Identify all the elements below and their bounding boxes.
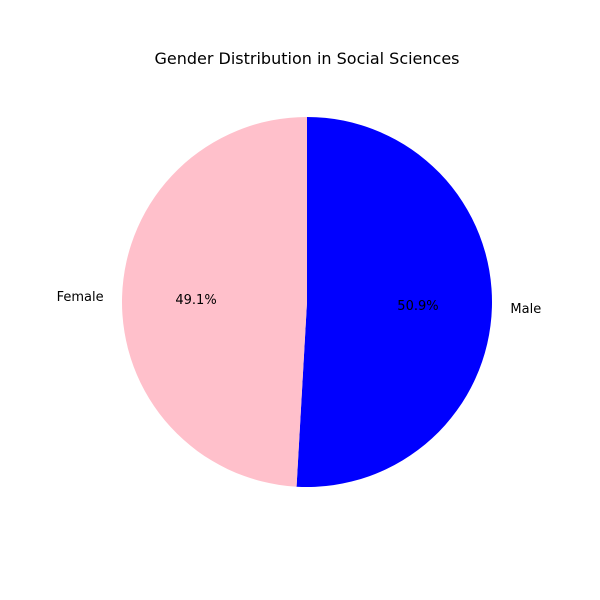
pie-labels: Male 50.9% Female 49.1% [57, 290, 542, 317]
pie-slices [121, 117, 492, 487]
pie-slice-male [296, 117, 492, 487]
slice-percent-male: 50.9% [397, 299, 438, 314]
slice-label-female: Female [57, 290, 104, 305]
slice-percent-female: 49.1% [175, 293, 216, 308]
chart-title: Gender Distribution in Social Sciences [154, 49, 459, 68]
pie-slice-female [121, 117, 308, 487]
slice-label-male: Male [510, 302, 541, 317]
